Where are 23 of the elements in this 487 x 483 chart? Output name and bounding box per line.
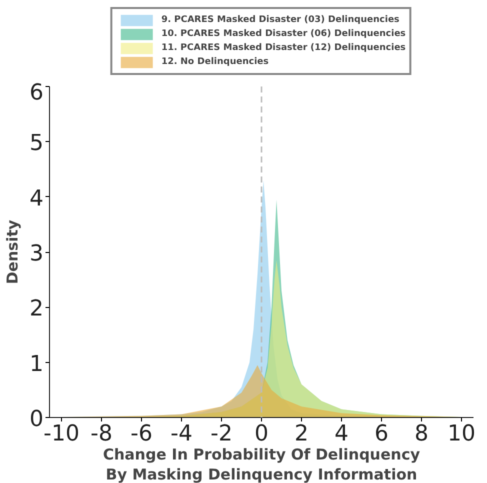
y-tick-label: 6 [30, 80, 44, 106]
x-axis-title: Change In Probability Of Delinquency By Masking Delinquency Information [102, 446, 420, 483]
legend-label: 10. PCARES Masked Disaster (06) Delinquencies [161, 28, 406, 40]
y-tick-label: 1 [30, 352, 44, 377]
x-tick-label: -8 [90, 422, 112, 446]
y-axis-title: Density [4, 220, 22, 284]
x-tick-label: -4 [170, 422, 192, 446]
x-tick-label: 0 [254, 422, 268, 446]
x-tick-label: 6 [374, 422, 388, 446]
x-tick-label: 4 [334, 422, 348, 446]
x-tick-label: -10 [44, 422, 80, 446]
legend-label: 11. PCARES Masked Disaster (12) Delinquencies [161, 42, 406, 54]
x-tick-label: -2 [210, 422, 232, 446]
x-tick-label: 2 [294, 422, 308, 446]
x-tick-label: -6 [130, 422, 152, 446]
x-tick-label: 10 [448, 422, 476, 446]
y-tick-label: 3 [30, 242, 44, 266]
legend-label: 9. PCARES Masked Disaster (03) Delinquencies [161, 14, 400, 26]
y-tick-label: 5 [30, 131, 44, 156]
y-tick-label: 4 [30, 186, 44, 212]
y-tick-label: 2 [30, 296, 44, 322]
legend-label: 12. No Delinquencies [161, 56, 269, 68]
x-tick-label: 8 [414, 422, 428, 446]
